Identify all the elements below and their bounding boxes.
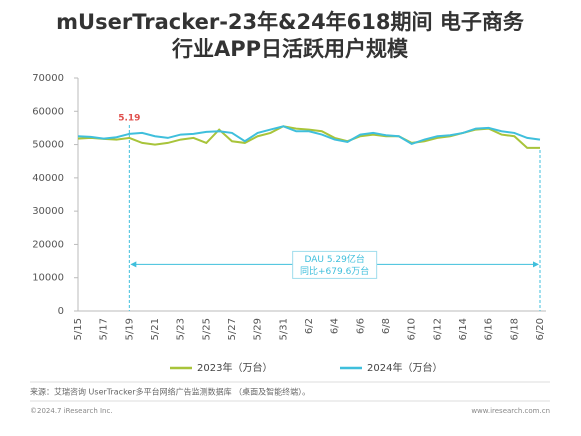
y-tick-label: 60000	[32, 106, 64, 117]
x-tick-label: 6/10	[407, 318, 418, 340]
x-tick-label: 5/17	[99, 318, 110, 340]
chart-title: 行业APP日活跃用户规模	[171, 37, 409, 61]
x-tick-label: 6/20	[535, 318, 546, 340]
x-tick-label: 6/14	[458, 318, 469, 340]
y-tick-label: 70000	[32, 73, 64, 84]
x-tick-label: 6/12	[432, 318, 443, 340]
x-tick-label: 6/18	[509, 318, 520, 340]
x-tick-label: 5/21	[150, 318, 161, 340]
x-tick-label: 5/23	[176, 318, 187, 340]
series-line	[77, 125, 541, 146]
x-tick-label: 5/25	[201, 318, 212, 340]
annotation-box	[292, 250, 378, 279]
x-tick-label: 5/29	[253, 318, 264, 340]
chart-title: mUserTracker-23年&24年618期间 电子商务	[56, 10, 525, 34]
source: 来源：艾瑞咨询 UserTracker多平台网络广告监测数据库 （桌面及智能终端…	[30, 387, 310, 397]
x-tick-label: 5/31	[278, 318, 289, 340]
y-tick-label: 30000	[32, 206, 64, 217]
x-tick-label: 6/6	[355, 318, 366, 334]
arrow-head	[130, 261, 137, 268]
y-tick-label: 0	[58, 306, 64, 317]
x-tick-label: 6/8	[381, 318, 392, 334]
x-tick-label: 6/16	[484, 318, 495, 340]
footer-right: www.iresearch.com.cn	[471, 407, 550, 415]
x-tick-label: 6/4	[330, 318, 341, 334]
marker-label: 5.19	[118, 114, 140, 124]
legend-label: 2023年（万台）	[197, 361, 272, 374]
legend-label: 2024年（万台）	[367, 361, 442, 374]
y-tick-label: 20000	[32, 239, 64, 250]
x-tick-label: 5/19	[124, 318, 135, 340]
annotation-text: DAU 5.29亿台	[304, 253, 364, 265]
x-tick-label: 5/27	[227, 318, 238, 340]
x-tick-label: 6/2	[304, 318, 315, 334]
y-tick-label: 10000	[32, 273, 64, 284]
footer-left: ©2024.7 iResearch Inc.	[30, 407, 113, 415]
annotation-text: 同比+679.6万台	[300, 265, 369, 277]
arrow-head	[533, 261, 539, 268]
y-tick-label: 50000	[32, 140, 64, 151]
x-tick-label: 5/15	[73, 318, 84, 340]
y-tick-label: 40000	[32, 173, 64, 184]
